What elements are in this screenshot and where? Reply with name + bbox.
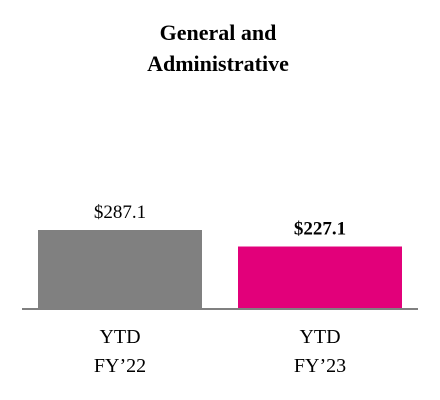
bar-1 xyxy=(238,246,402,309)
value-labels-group: $287.1 $227.1 xyxy=(94,202,346,240)
bars-group xyxy=(38,230,402,309)
value-label-1: $227.1 xyxy=(294,219,346,240)
category-label-1-line-1: FY’23 xyxy=(294,355,346,377)
category-label-0-line-0: YTD xyxy=(99,326,140,348)
chart-title-line-1: General and xyxy=(160,20,277,45)
bar-0 xyxy=(38,230,202,309)
category-labels-group: YTD FY’22 YTD FY’23 xyxy=(94,326,346,377)
value-label-0: $287.1 xyxy=(94,202,146,223)
chart-title-line-2: Administrative xyxy=(147,51,289,76)
category-label-0-line-1: FY’22 xyxy=(94,355,146,377)
category-label-1-line-0: YTD xyxy=(299,326,340,348)
